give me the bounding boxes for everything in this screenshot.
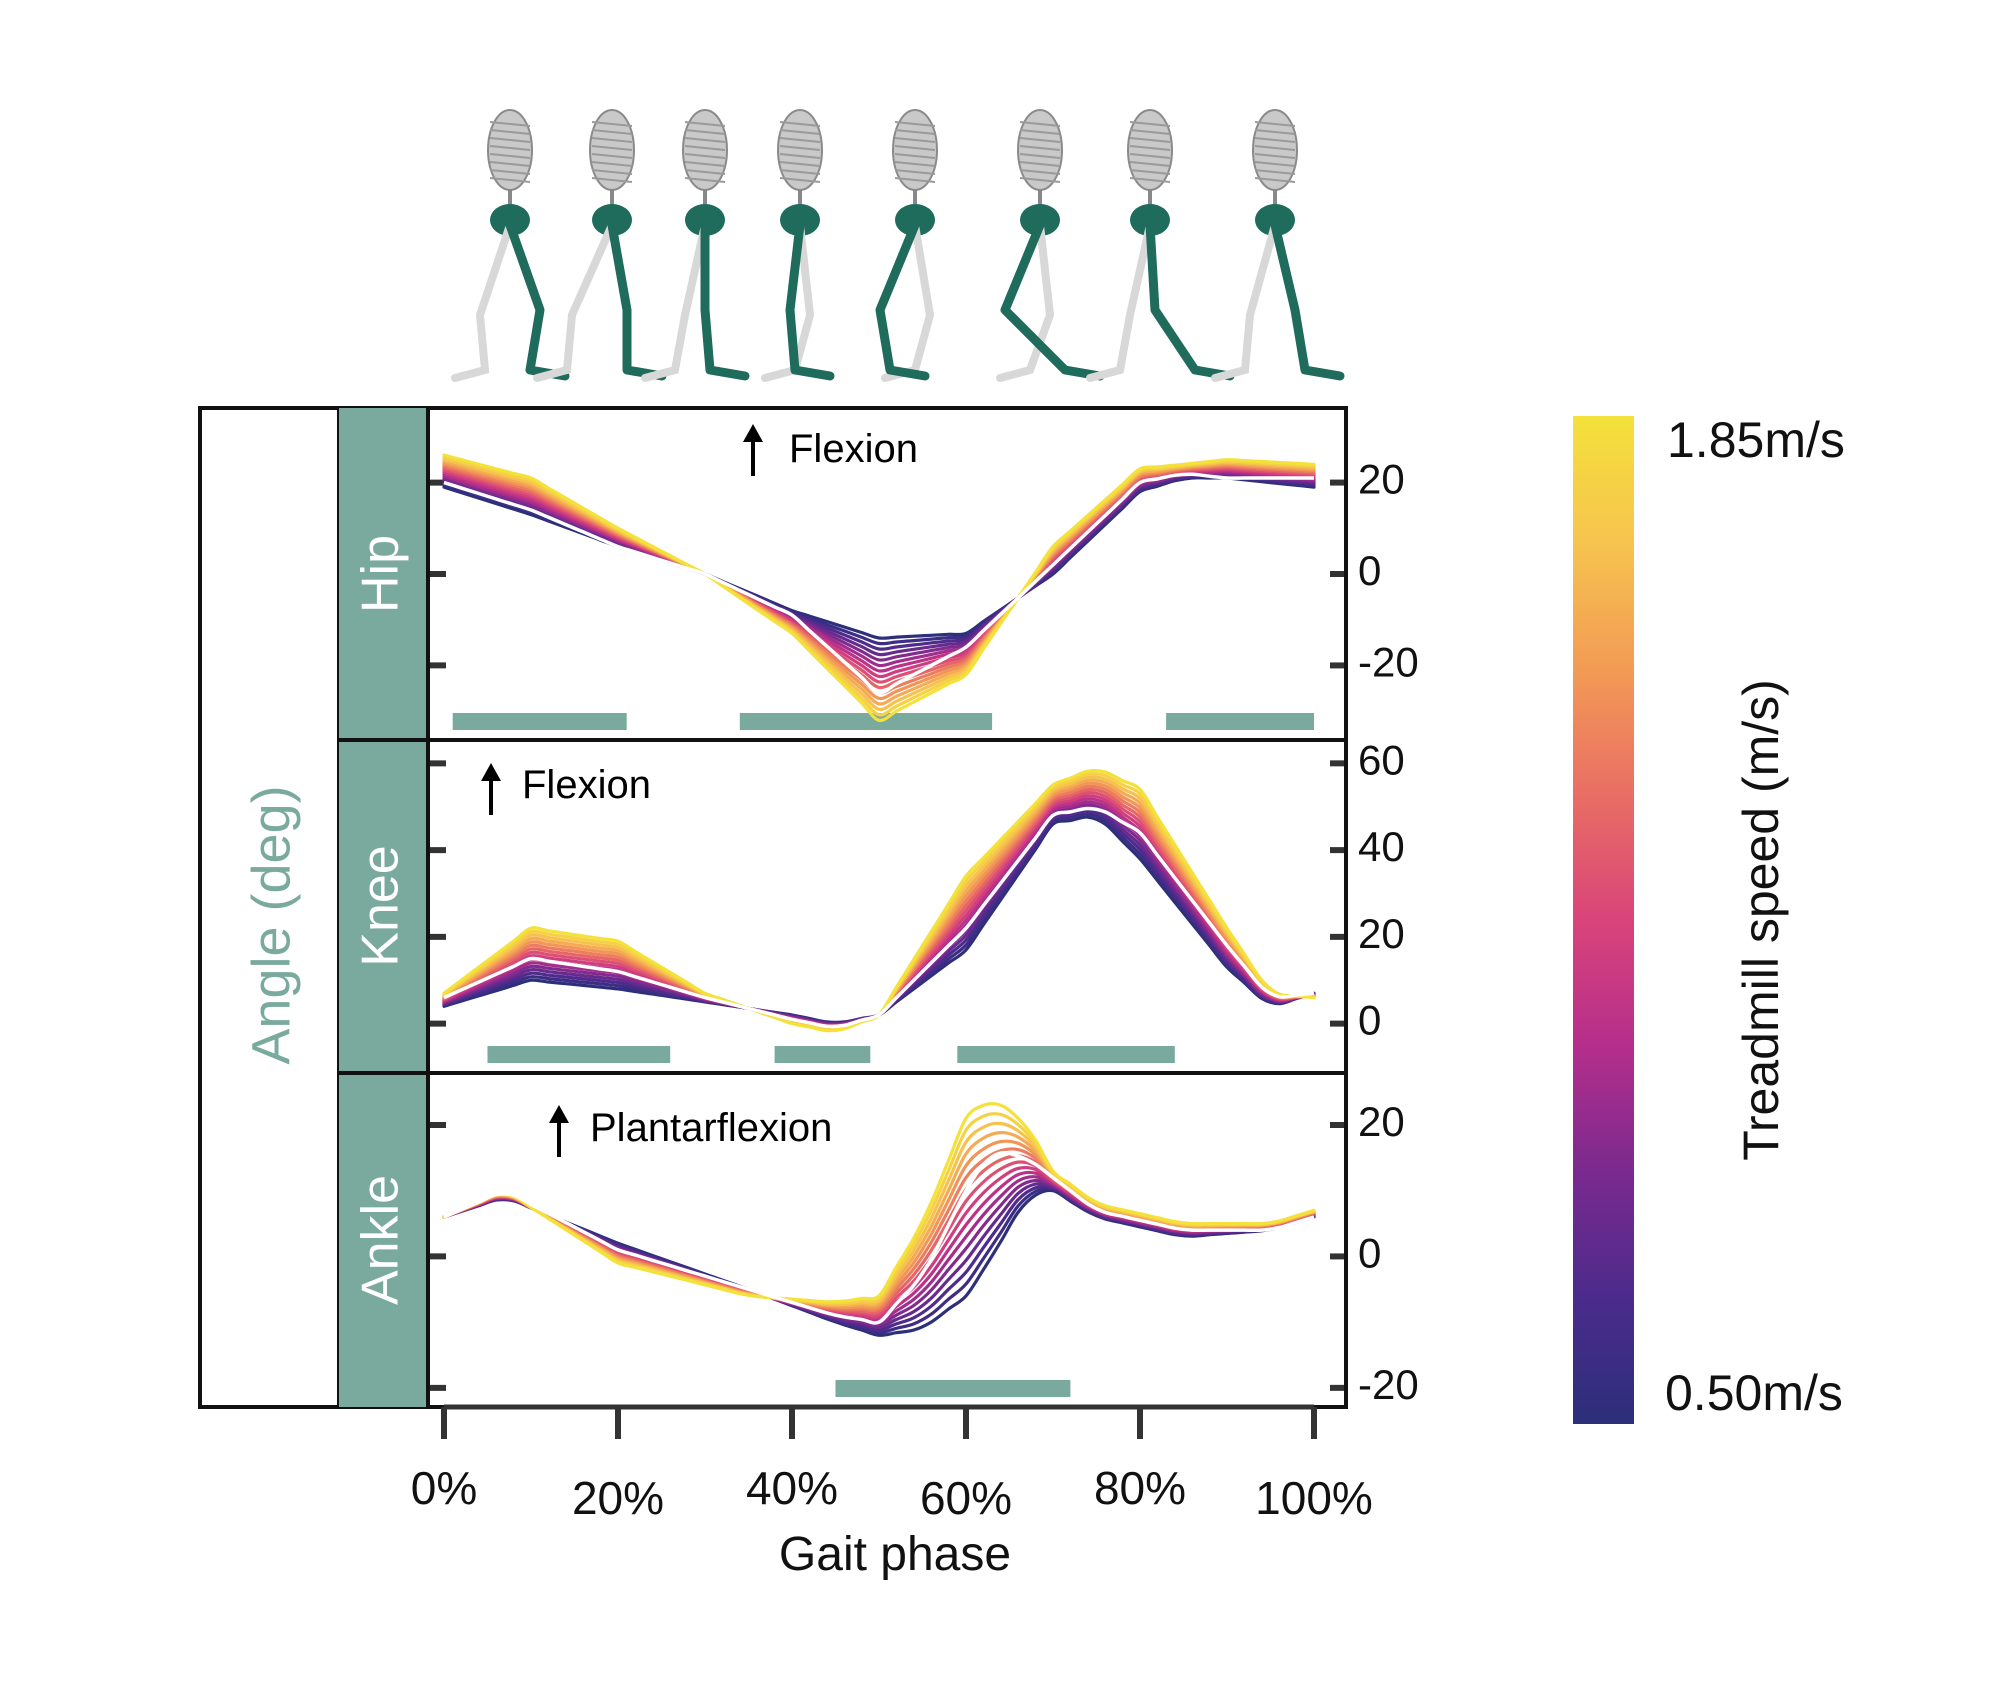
y-axis-label: Angle (deg) — [241, 785, 301, 1064]
walker-frame-1 — [451, 109, 570, 382]
knee-side-tab — [339, 740, 428, 1073]
knee-y-tick-label: 60 — [1358, 736, 1405, 783]
knee-y-tick-label: 20 — [1358, 910, 1405, 957]
hip-speed-curve — [442, 459, 1316, 706]
walker-frame-8 — [1211, 109, 1345, 382]
knee-phase-bar-1 — [487, 1046, 671, 1063]
walker-frame-6 — [996, 109, 1105, 382]
ankle-speed-curve — [442, 1121, 1316, 1306]
colorbar-gradient — [1573, 416, 1634, 1424]
x-axis: 0% 20% 40% 60% 80% 100% Gait phase — [411, 1404, 1373, 1581]
knee-annotation-text: Flexion — [522, 763, 651, 807]
knee-phase-bar-2 — [774, 1046, 871, 1063]
walker-frame-3 — [641, 109, 750, 382]
ankle-phase-bar-1 — [835, 1380, 1071, 1397]
knee-speed-curve — [442, 809, 1316, 1025]
ankle-y-tick-label: 0 — [1358, 1230, 1381, 1277]
x-tick-label: 80% — [1094, 1462, 1186, 1514]
ankle-annotation-text: Plantarflexion — [590, 1106, 832, 1150]
hip-side-tab — [339, 408, 428, 740]
hip-annotation-text: Flexion — [789, 427, 918, 471]
x-axis-title: Gait phase — [779, 1528, 1011, 1581]
knee-y-tick-label: 0 — [1358, 997, 1381, 1044]
ankle-plantarflexion-annotation: Plantarflexion — [549, 1105, 832, 1157]
colorbar-min-label: 0.50m/s — [1665, 1365, 1843, 1421]
ankle-panel: Ankle 20 0 -20 Plantarflexion — [339, 1073, 1419, 1408]
hip-phase-bar-3 — [1166, 713, 1314, 730]
hip-flexion-annotation: Flexion — [743, 424, 918, 476]
ankle-speed-curve — [442, 1130, 1316, 1308]
knee-phase-bar-3 — [957, 1046, 1175, 1063]
walker-frame-7 — [1086, 109, 1235, 382]
knee-speed-curve — [442, 806, 1316, 1026]
colorbar-title: Treadmill speed (m/s) — [1733, 679, 1789, 1161]
ankle-highlight-curve — [443, 1150, 1315, 1325]
knee-panel-label: Knee — [352, 845, 410, 966]
walker-frame-2 — [533, 109, 667, 382]
hip-phase-bar-2 — [739, 713, 993, 730]
hip-y-tick-label: 0 — [1358, 547, 1381, 594]
colorbar-max-label: 1.85m/s — [1667, 412, 1845, 468]
hip-speed-curve — [442, 467, 1316, 679]
hip-y-tick-label: -20 — [1358, 639, 1419, 686]
hip-panel-label: Hip — [352, 535, 410, 613]
knee-panel: Knee 60 40 20 0 Flexion — [339, 736, 1405, 1073]
knee-plot-area: 60 40 20 0 — [428, 736, 1405, 1063]
hip-panel: Hip 20 0 -20 Flexion — [339, 408, 1419, 740]
hip-speed-curve — [442, 453, 1316, 723]
walker-frame-5 — [875, 109, 938, 382]
hip-highlight-curve — [443, 472, 1314, 695]
hip-speed-curve — [442, 471, 1316, 662]
x-tick-label: 40% — [746, 1462, 838, 1514]
speed-colorbar: 1.85m/s 0.50m/s Treadmill speed (m/s) — [1573, 412, 1845, 1424]
ankle-y-tick-label: -20 — [1358, 1361, 1419, 1408]
walker-frame-4 — [761, 109, 835, 382]
ankle-speed-curve — [442, 1160, 1316, 1317]
knee-speed-curve — [442, 812, 1316, 1025]
hip-phase-bar-1 — [452, 713, 627, 730]
knee-speed-curve — [442, 815, 1316, 1024]
x-tick-label: 20% — [572, 1472, 664, 1524]
ankle-panel-label: Ankle — [352, 1175, 410, 1305]
x-tick-label: 100% — [1255, 1472, 1373, 1524]
ankle-y-tick-label: 20 — [1358, 1098, 1405, 1145]
ankle-plot-area: 20 0 -20 — [428, 1098, 1419, 1408]
ankle-side-tab — [339, 1073, 428, 1407]
x-tick-label: 60% — [920, 1472, 1012, 1524]
skeleton-walking-sequence — [451, 109, 1345, 382]
knee-flexion-annotation: Flexion — [481, 763, 651, 815]
knee-y-tick-label: 40 — [1358, 823, 1405, 870]
hip-y-tick-label: 20 — [1358, 456, 1405, 503]
hip-speed-curve — [442, 462, 1316, 701]
ankle-speed-curve — [442, 1112, 1316, 1305]
ankle-speed-curve — [442, 1102, 1316, 1304]
x-tick-label: 0% — [411, 1462, 477, 1514]
hip-speed-curve — [442, 469, 1316, 673]
hip-plot-area: 20 0 -20 — [428, 453, 1419, 730]
knee-highlight-curve — [443, 806, 1315, 1029]
